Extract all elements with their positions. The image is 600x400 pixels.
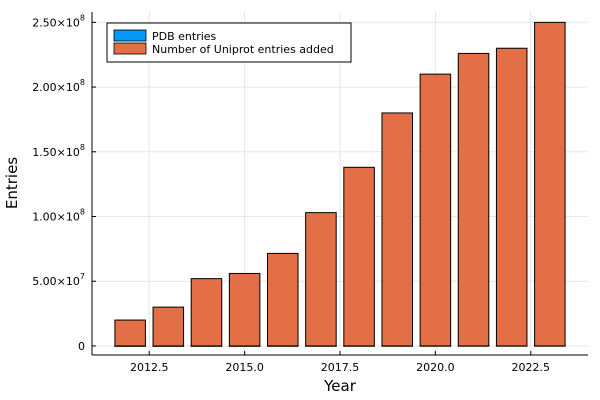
bar-uniprot	[495, 47, 528, 347]
x-tick-label: 2015.0	[225, 361, 264, 374]
bar-uniprot	[457, 52, 490, 347]
bar-uniprot	[267, 252, 299, 347]
y-tick-label: 2.50×108	[32, 13, 85, 29]
y-tick-label: 2.00×108	[32, 78, 85, 94]
y-tick-label: 1.00×108	[32, 208, 85, 224]
y-tick-label: 0	[78, 340, 85, 353]
bar-uniprot	[419, 73, 452, 347]
bar-uniprot	[305, 212, 337, 347]
bar-uniprot	[114, 319, 146, 347]
x-ticks: 2012.5 2015.0 2017.5 2020.0 2022.5	[130, 351, 550, 374]
bar-uniprot	[343, 166, 375, 347]
legend-label-uniprot: Number of Uniprot entries added	[152, 43, 334, 56]
bars	[114, 21, 566, 347]
x-tick-label: 2012.5	[130, 361, 169, 374]
bar-uniprot	[152, 306, 185, 347]
legend-swatch-uniprot	[113, 42, 147, 55]
y-ticks: 0 5.00×107 1.00×108 1.50×108 2.00×108 2.50×10…	[32, 13, 96, 353]
bar-uniprot	[534, 21, 566, 347]
x-tick-label: 2020.0	[416, 361, 455, 374]
y-tick-label: 1.50×108	[32, 143, 85, 159]
y-axis-label: Entries	[3, 157, 21, 209]
x-tick-label: 2017.5	[321, 361, 360, 374]
legend-label-pdb: PDB entries	[152, 30, 217, 43]
bar-uniprot	[381, 112, 413, 347]
legend-box	[106, 22, 352, 63]
x-tick-label: 2022.5	[512, 361, 551, 374]
legend: PDB entries Number of Uniprot entries ad…	[106, 22, 352, 63]
bar-uniprot	[228, 272, 261, 347]
bar-uniprot	[190, 278, 223, 347]
x-axis-label: Year	[323, 377, 357, 395]
y-tick-label: 5.00×107	[32, 272, 85, 288]
legend-swatch-pdb	[113, 29, 147, 42]
